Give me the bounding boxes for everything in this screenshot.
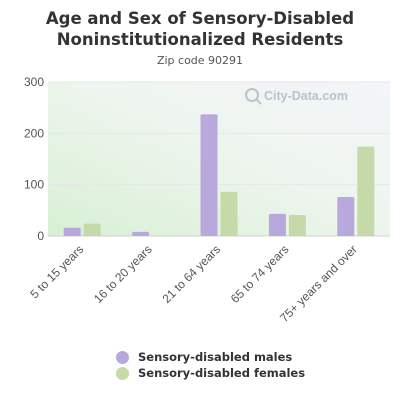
x-tick-label: 65 to 74 years (228, 242, 292, 306)
chart-subtitle: Zip code 90291 (156, 54, 244, 67)
bar-females-2 (220, 191, 238, 236)
x-tick-label: 21 to 64 years (159, 242, 223, 306)
bar-males-3 (268, 213, 286, 236)
legend-item-males: Sensory-disabled males (116, 349, 305, 365)
bar-males-2 (200, 114, 218, 236)
y-tick-label: 200 (24, 126, 44, 140)
legend: Sensory-disabled males Sensory-disabled … (116, 349, 305, 381)
watermark-icon-handle (255, 98, 262, 105)
plot-background (48, 82, 390, 236)
x-tick-label: 16 to 20 years (91, 242, 155, 306)
legend-label-females: Sensory-disabled females (138, 366, 306, 380)
watermark: City-Data.com (245, 88, 348, 105)
x-tick-label: 5 to 15 years (27, 242, 86, 301)
chart-title: Age and Sex of Sensory-Disabled Noninsti… (0, 8, 400, 50)
y-tick-label: 100 (24, 178, 44, 192)
legend-item-females: Sensory-disabled females (116, 365, 305, 381)
bar-males-1 (132, 231, 150, 236)
bar-males-4 (337, 196, 355, 236)
y-tick-label: 0 (37, 229, 44, 243)
bar-males-0 (63, 227, 81, 236)
watermark-text: City-Data.com (264, 89, 348, 103)
legend-swatch-males (116, 350, 129, 364)
chart-title-line-2: Noninstitutionalized Residents (56, 30, 344, 49)
bar-females-0 (83, 223, 101, 236)
bar-females-3 (288, 214, 306, 236)
watermark-icon (245, 88, 259, 102)
chart-title-line-1: Age and Sex of Sensory-Disabled (45, 9, 355, 28)
legend-swatch-females (116, 366, 129, 380)
y-tick-label: 300 (24, 75, 44, 89)
bar-females-4 (357, 146, 375, 236)
x-tick-label: 75+ years and over (277, 242, 360, 325)
legend-label-males: Sensory-disabled males (138, 350, 293, 364)
